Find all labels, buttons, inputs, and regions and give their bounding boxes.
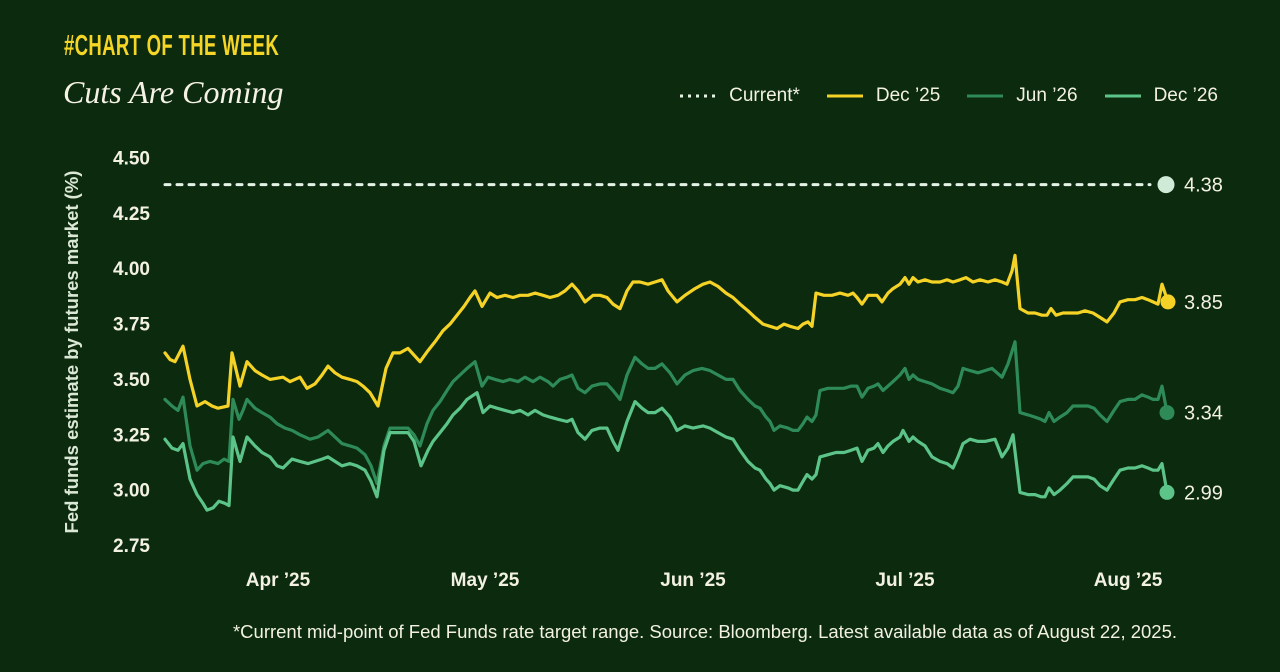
x-tick-label-jul-25: Jul ’25: [875, 570, 935, 591]
series-line-dec-26: [163, 391, 1169, 512]
end-label-dec-26: 2.99: [1184, 482, 1223, 504]
end-label-jun-26: 3.34: [1184, 403, 1223, 425]
end-dot-current: [1157, 176, 1175, 194]
x-tick-label-aug-25: Aug ’25: [1094, 570, 1163, 591]
y-tick-label-4-50: 4.50: [113, 149, 150, 170]
legend-swatch-icon-dec-26: [1104, 94, 1141, 98]
y-tick-label-3-75: 3.75: [113, 315, 150, 336]
x-tick-label-may-25: May ’25: [451, 570, 520, 591]
legend-label-dec-26: Dec ’26: [1153, 85, 1218, 106]
end-label-dec-25: 3.85: [1184, 292, 1223, 314]
legend: Current* Dec ’25 Jun ’26 Dec ’26: [679, 85, 1218, 107]
legend-item-dec-26: Dec ’26: [1104, 85, 1218, 107]
y-tick-label-4-25: 4.25: [113, 204, 150, 225]
y-axis-title: Fed funds estimate by futures market (%): [61, 171, 82, 534]
legend-swatch-icon-jun-26: [967, 94, 1004, 98]
legend-swatch-icon-dec-25: [826, 94, 863, 98]
x-tick-label-jun-25: Jun ’25: [660, 570, 726, 591]
legend-label-jun-26: Jun ’26: [1016, 85, 1078, 106]
end-dot-dec-25: [1160, 294, 1176, 310]
page-title: Cuts Are Coming: [63, 74, 284, 110]
y-tick-label-3-00: 3.00: [113, 481, 150, 502]
x-tick-label-apr-25: Apr ’25: [246, 570, 311, 591]
y-tick-label-4-00: 4.00: [113, 259, 150, 280]
y-tick-label-2-75: 2.75: [113, 536, 150, 557]
legend-swatch-icon-current: [680, 94, 717, 98]
series-line-jun-26: [163, 340, 1169, 486]
legend-item-current: Current*: [679, 85, 800, 107]
legend-label-current: Current*: [729, 85, 800, 106]
legend-item-dec-25: Dec ’25: [826, 85, 940, 107]
end-label-current: 4.38: [1184, 175, 1223, 197]
end-dot-jun-26: [1159, 405, 1175, 421]
y-tick-label-3-50: 3.50: [113, 370, 150, 391]
kicker-title: #CHART OF THE WEEK: [64, 30, 280, 62]
y-tick-label-3-25: 3.25: [113, 425, 150, 446]
end-dot-dec-26: [1159, 484, 1175, 500]
series-line-dec-25: [163, 253, 1170, 410]
footnote: *Current mid-point of Fed Funds rate tar…: [232, 621, 1178, 642]
legend-item-jun-26: Jun ’26: [966, 85, 1078, 107]
legend-label-dec-25: Dec ’25: [875, 85, 941, 106]
